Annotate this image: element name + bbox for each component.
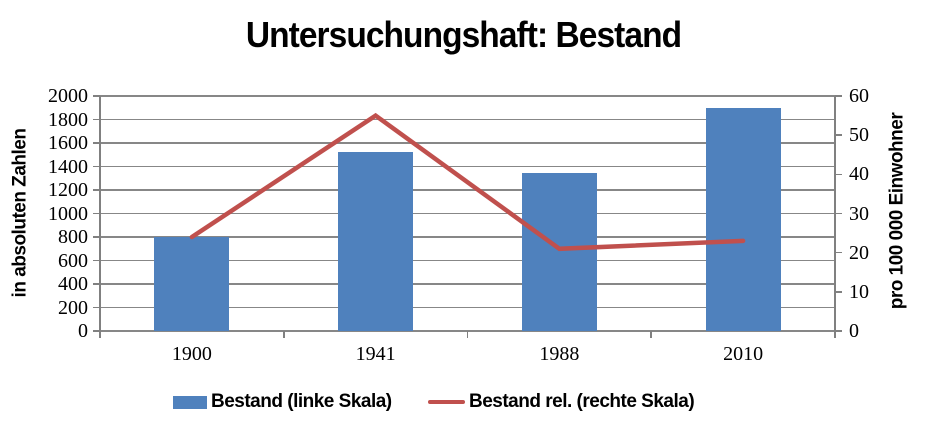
right-axis-tick-label: 30 xyxy=(849,202,869,225)
left-axis-tick xyxy=(93,142,100,144)
left-axis-line xyxy=(99,96,101,338)
left-axis-tick-label: 800 xyxy=(58,226,88,248)
bar-1900 xyxy=(154,237,230,331)
left-axis-tick xyxy=(93,189,100,191)
left-axis-tick xyxy=(93,118,100,121)
right-axis-tick xyxy=(835,212,842,215)
right-axis-tick xyxy=(835,291,842,293)
right-axis-tick xyxy=(835,173,842,176)
left-axis-tick-label: 400 xyxy=(58,273,88,295)
x-axis-category-label: 1988 xyxy=(539,343,580,365)
left-axis-tick xyxy=(93,259,100,262)
x-axis-tick xyxy=(466,331,469,338)
line-series-swatch xyxy=(428,399,465,405)
right-axis-tick-label: 20 xyxy=(849,241,869,264)
left-axis-tick-label: 0 xyxy=(78,320,88,342)
left-axis-tick xyxy=(93,212,100,215)
right-axis-tick xyxy=(835,95,842,97)
gridline xyxy=(100,330,835,332)
right-axis-tick-label: 0 xyxy=(849,320,859,342)
left-axis-tick xyxy=(93,283,100,285)
legend-item-bestand: Bestand (linke Skala) xyxy=(173,391,392,413)
right-axis-line xyxy=(834,96,836,338)
left-axis-tick xyxy=(93,95,100,97)
gridline xyxy=(100,95,835,97)
legend-item-bestand-rel: Bestand rel. (rechte Skala) xyxy=(428,391,695,413)
chart-title: Untersuchungshaft: Bestand xyxy=(245,14,682,55)
bar-1988 xyxy=(521,172,597,331)
left-axis-tick-label: 1200 xyxy=(48,179,88,201)
legend-label-bestand: Bestand (linke Skala) xyxy=(211,391,392,412)
left-axis-tick xyxy=(93,236,100,238)
right-axis-tick xyxy=(835,251,842,254)
x-axis-category-label: 1900 xyxy=(171,343,212,365)
x-axis-tick xyxy=(834,331,836,338)
left-axis-tick-label: 1000 xyxy=(48,202,88,225)
right-axis-tick-label: 60 xyxy=(849,85,869,107)
right-axis-tick-label: 50 xyxy=(849,124,869,147)
left-axis-tick-label: 1400 xyxy=(48,155,88,178)
right-axis-tick-label: 40 xyxy=(849,163,869,186)
right-axis-tick-label: 10 xyxy=(849,280,869,303)
right-axis-tick xyxy=(835,134,842,136)
bar-series-swatch xyxy=(173,395,207,409)
line-series-path xyxy=(189,112,746,252)
x-axis-tick xyxy=(650,331,653,338)
gridline xyxy=(100,306,835,309)
left-axis-tick-label: 2000 xyxy=(48,85,88,107)
x-axis-category-label: 1941 xyxy=(355,343,396,365)
left-axis-tick-label: 200 xyxy=(58,296,88,319)
left-axis-tick xyxy=(93,165,100,168)
right-axis-title: pro 100 000 Einwohner xyxy=(886,112,908,310)
left-axis-tick xyxy=(93,330,100,332)
x-axis-tick xyxy=(282,331,285,338)
x-axis-tick xyxy=(99,331,101,338)
bar-1941 xyxy=(338,152,414,331)
legend-label-bestand-rel: Bestand rel. (rechte Skala) xyxy=(469,391,695,412)
gridline xyxy=(100,283,835,285)
gridline xyxy=(100,259,835,262)
left-axis-tick-label: 1800 xyxy=(48,108,88,131)
right-axis-tick xyxy=(835,330,842,332)
bar-2010 xyxy=(705,108,781,331)
left-axis-tick-label: 600 xyxy=(58,249,88,272)
x-axis-category-label: 2010 xyxy=(723,343,764,365)
left-axis-tick-label: 1600 xyxy=(48,132,88,154)
left-axis-tick xyxy=(93,306,100,309)
